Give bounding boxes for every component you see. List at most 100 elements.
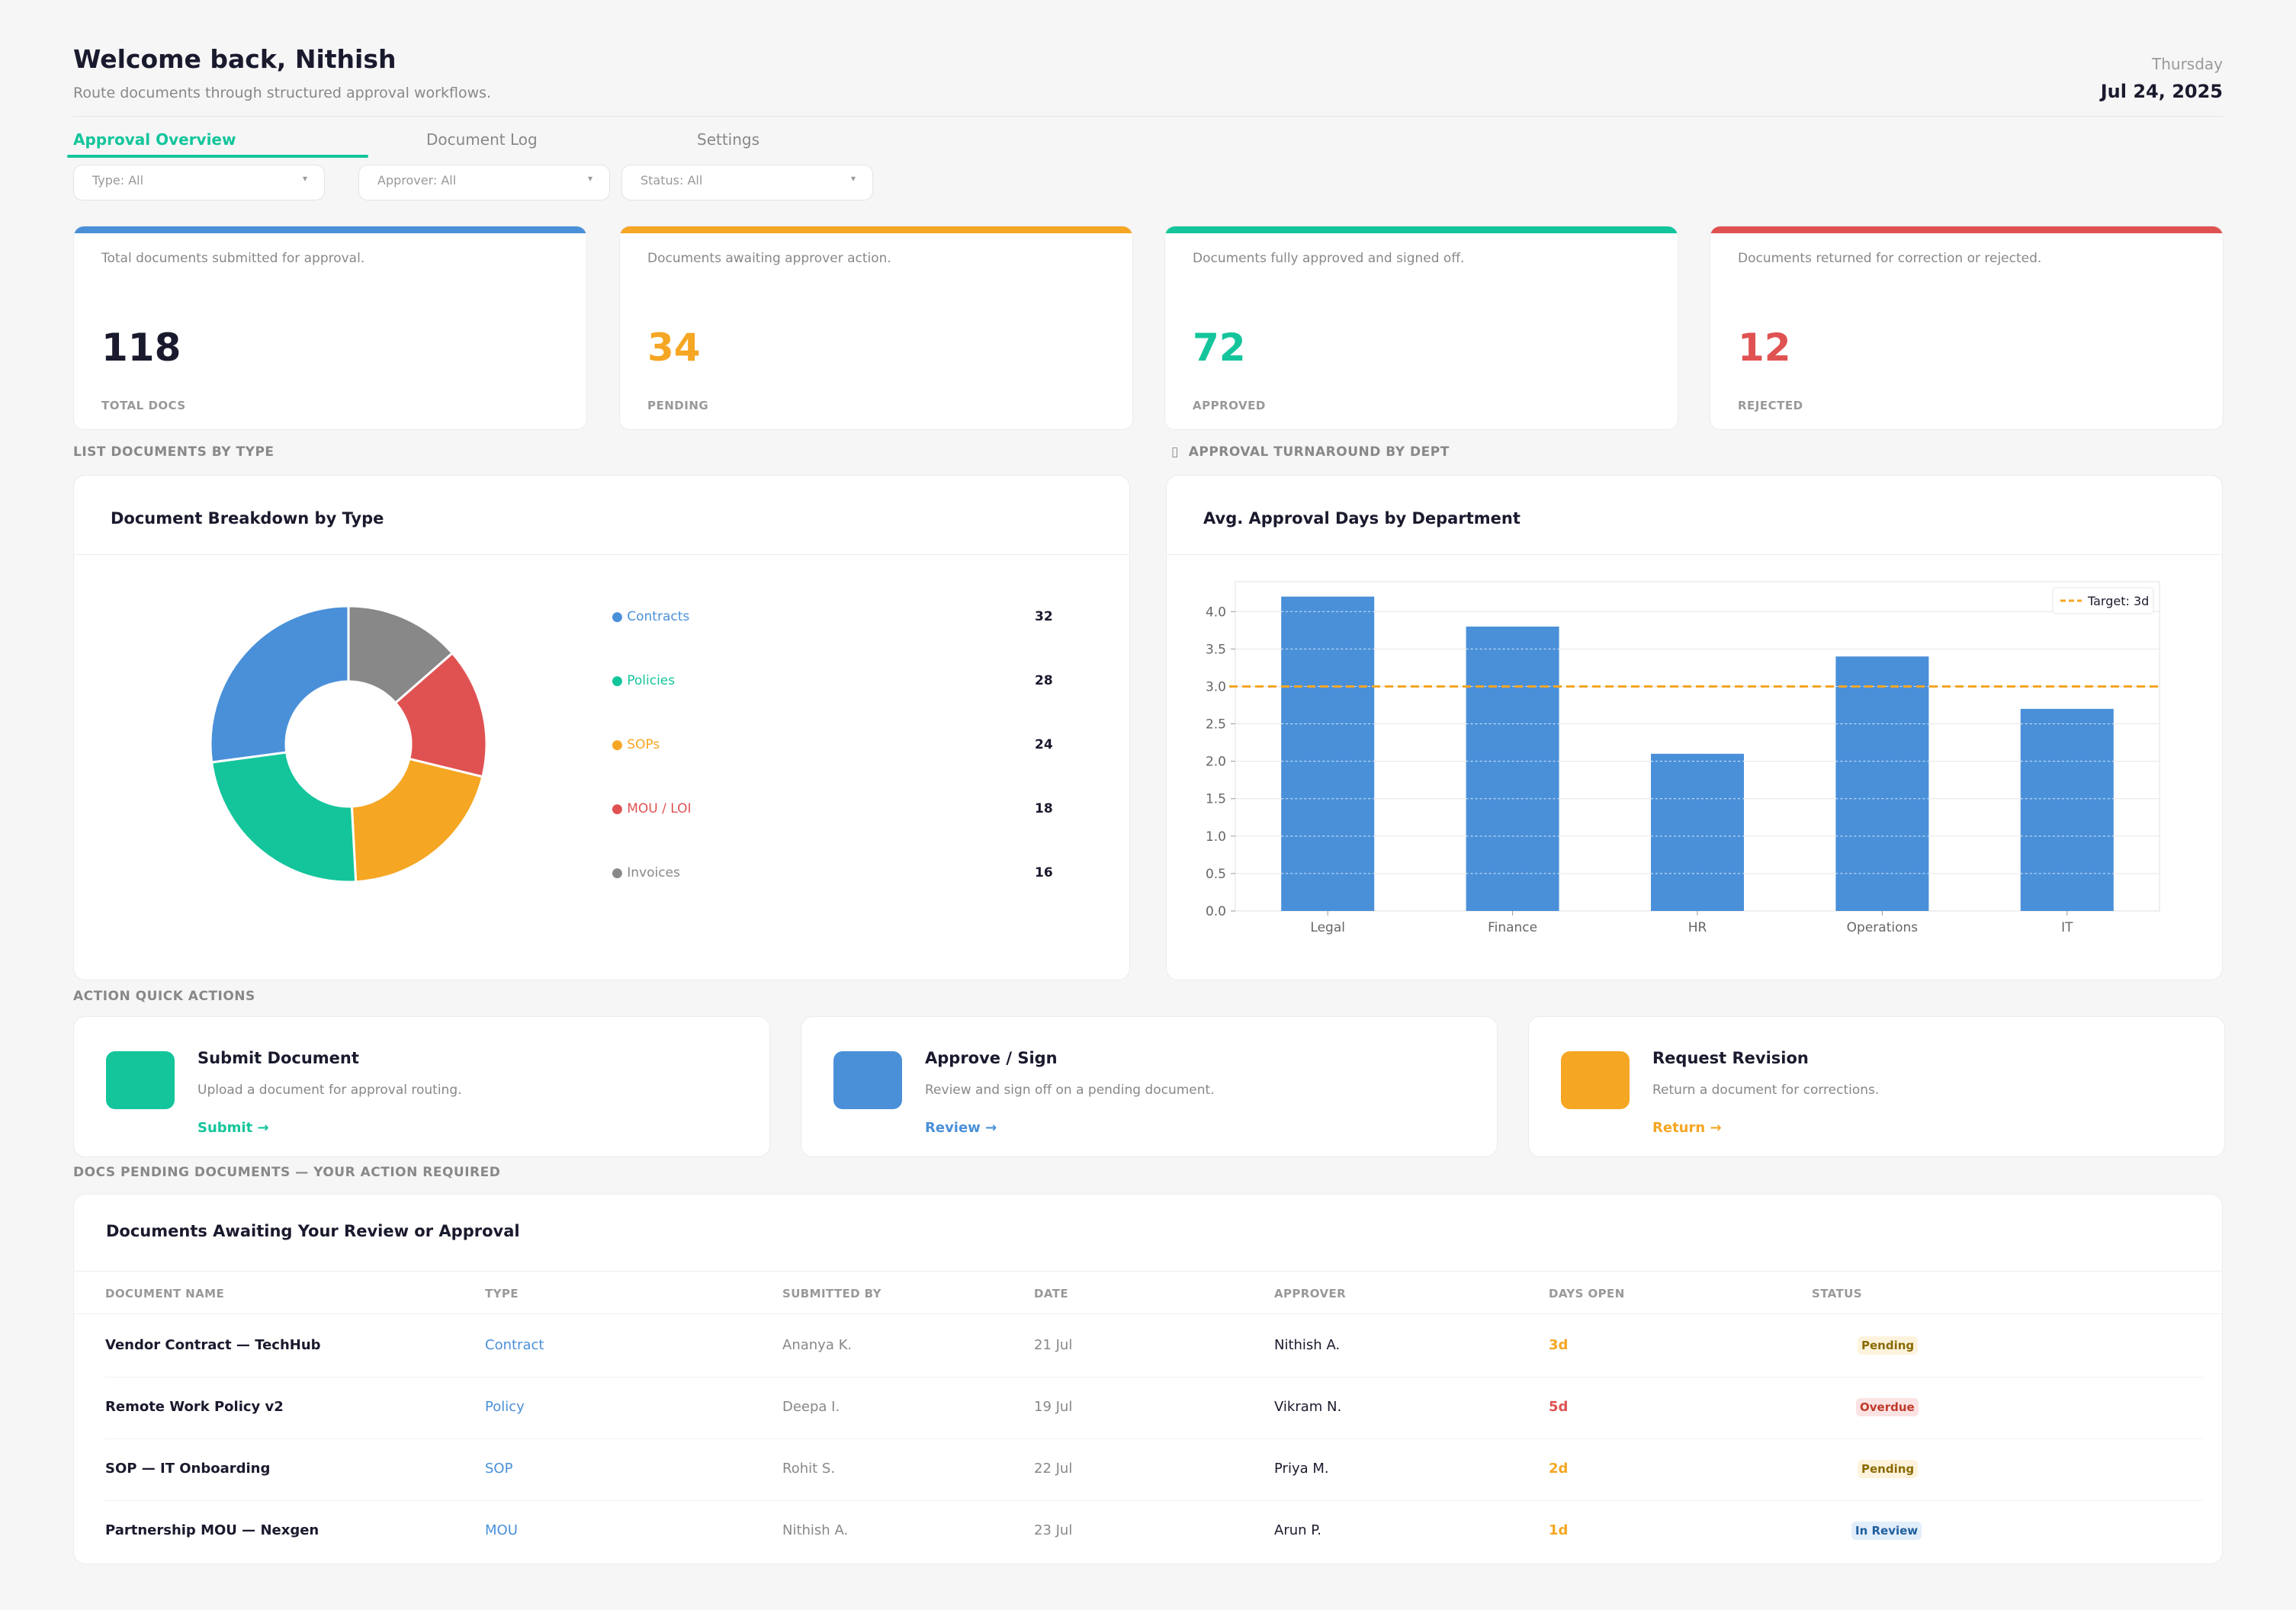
donut-slice-contracts [209, 605, 350, 764]
section-label-turnaround: ▯ APPROVAL TURNAROUND BY DEPT [1171, 444, 1450, 460]
pending-table-panel: Documents Awaiting Your Review or Approv… [73, 1194, 2223, 1564]
column-header-document-name: DOCUMENT NAME [105, 1287, 225, 1301]
quick-action-revision[interactable]: Request Revision Return a document for c… [1528, 1016, 2225, 1157]
approver-filter-select[interactable]: Approver: All ▾ [358, 165, 610, 200]
tab-approval-overview[interactable]: Approval Overview [73, 130, 236, 149]
page-subtitle: Route documents through structured appro… [73, 85, 492, 101]
chevron-down-icon: ▾ [587, 173, 592, 184]
kpi-description: Total documents submitted for approval. [101, 251, 365, 266]
quick-action-title: Approve / Sign [925, 1049, 1058, 1067]
tab-settings[interactable]: Settings [697, 130, 760, 149]
bar-it [2020, 708, 2114, 911]
submitted-by-cell: Deepa I. [782, 1399, 840, 1415]
table-header-divider [74, 1313, 2222, 1314]
kpi-accent-bar [1710, 226, 2223, 233]
type-cell: Contract [485, 1337, 544, 1353]
y-tick-label: 1.5 [1206, 792, 1226, 807]
donut-slice-sops [350, 757, 484, 884]
return-link[interactable]: Return → [1652, 1120, 1722, 1136]
column-header-type: TYPE [485, 1287, 519, 1301]
quick-action-title: Submit Document [197, 1049, 359, 1067]
submit-link[interactable]: Submit → [197, 1120, 269, 1136]
date-cell: 22 Jul [1034, 1461, 1073, 1477]
approver-filter-value: Approver: All [377, 173, 457, 188]
x-tick-label: Operations [1847, 920, 1919, 935]
quick-action-approve[interactable]: Approve / Sign Review and sign off on a … [801, 1016, 1498, 1157]
tab-document-log[interactable]: Document Log [426, 130, 538, 149]
quick-action-submit[interactable]: Submit Document Upload a document for ap… [73, 1016, 770, 1157]
row-divider [105, 1438, 2202, 1439]
review-link[interactable]: Review → [925, 1120, 997, 1136]
turnaround-panel: Avg. Approval Days by Department 0.0 0.5 1… [1166, 475, 2223, 980]
kpi-accent-bar [620, 226, 1132, 233]
y-tick-label: 4.0 [1206, 605, 1226, 620]
page-title: Welcome back, Nithish [73, 44, 397, 74]
status-badge: Overdue [1856, 1398, 1919, 1416]
approver-cell: Priya M. [1274, 1461, 1329, 1477]
y-tick-label: 0.5 [1206, 867, 1226, 882]
document-name-cell[interactable]: Partnership MOU — Nexgen [105, 1522, 320, 1538]
x-tick-label: IT [2061, 920, 2073, 935]
upload-icon [106, 1051, 175, 1109]
y-tick-label: 3.0 [1206, 679, 1226, 694]
days-open-cell: 5d [1549, 1399, 1569, 1415]
legend-item-mou-loi: ● MOU / LOI [612, 801, 692, 816]
document-name-cell[interactable]: Remote Work Policy v2 [105, 1399, 284, 1415]
y-tick-label: 3.5 [1206, 642, 1226, 657]
column-header-approver: APPROVER [1274, 1287, 1347, 1301]
type-cell: MOU [485, 1522, 518, 1538]
kpi-value: 34 [647, 326, 701, 370]
bar-operations [1835, 656, 1929, 911]
quick-action-title: Request Revision [1652, 1049, 1809, 1067]
section-label-turnaround-text: APPROVAL TURNAROUND BY DEPT [1188, 444, 1450, 460]
table-title-divider [74, 1271, 2222, 1272]
revision-icon [1561, 1051, 1630, 1109]
submitted-by-cell: Ananya K. [782, 1337, 853, 1353]
type-cell: Policy [485, 1399, 525, 1415]
section-label-quick-actions: ACTION QUICK ACTIONS [73, 989, 255, 1004]
kpi-accent-bar [1165, 226, 1678, 233]
legend-value: 24 [1035, 737, 1053, 752]
chart-legend [2052, 587, 2154, 614]
document-name-cell[interactable]: SOP — IT Onboarding [105, 1461, 271, 1477]
kpi-label: TOTAL DOCS [101, 399, 186, 412]
legend-value: 18 [1035, 801, 1053, 816]
days-open-cell: 3d [1549, 1337, 1569, 1353]
kpi-description: Documents returned for correction or rej… [1738, 251, 2042, 266]
legend-value: 28 [1035, 673, 1053, 688]
date-cell: 21 Jul [1034, 1337, 1073, 1353]
status-filter-select[interactable]: Status: All ▾ [621, 165, 873, 200]
column-header-status: STATUS [1812, 1287, 1862, 1301]
kpi-card-total: Total documents submitted for approval. … [73, 226, 587, 430]
bar-hr [1651, 753, 1744, 911]
type-cell: SOP [485, 1461, 513, 1477]
days-open-cell: 2d [1549, 1461, 1569, 1477]
legend-label: Target: 3d [2087, 594, 2149, 608]
kpi-value: 12 [1738, 326, 1791, 370]
bar-chart: 0.0 0.5 1.0 1.5 2.0 2.5 3.0 3.5 4.0 Legal Finance H… [1206, 581, 2160, 935]
kpi-value: 118 [101, 326, 181, 370]
status-filter-value: Status: All [641, 173, 703, 188]
status-badge: Pending [1858, 1460, 1919, 1478]
date-cell: 19 Jul [1034, 1399, 1073, 1415]
approver-cell: Arun P. [1274, 1522, 1322, 1538]
type-filter-value: Type: All [92, 173, 144, 188]
column-header-submitted-by: SUBMITTED BY [782, 1287, 881, 1301]
chart-icon: ▯ [1171, 444, 1179, 460]
quick-action-desc: Review and sign off on a pending documen… [925, 1082, 1215, 1098]
type-filter-select[interactable]: Type: All ▾ [73, 165, 325, 200]
kpi-card-rejected: Documents returned for correction or rej… [1710, 226, 2224, 430]
document-name-cell[interactable]: Vendor Contract — TechHub [105, 1337, 321, 1353]
kpi-card-pending: Documents awaiting approver action. 34 P… [619, 226, 1133, 430]
kpi-label: REJECTED [1738, 399, 1803, 412]
header-divider [73, 116, 2223, 117]
kpi-accent-bar [74, 226, 586, 233]
kpi-card-approved: Documents fully approved and signed off.… [1164, 226, 1678, 430]
approver-cell: Nithish A. [1274, 1337, 1341, 1353]
row-divider [105, 1500, 2202, 1501]
submitted-by-cell: Rohit S. [782, 1461, 836, 1477]
kpi-description: Documents awaiting approver action. [647, 251, 891, 266]
legend-item-policies: ● Policies [612, 673, 675, 688]
bar-finance [1466, 626, 1559, 911]
x-tick-label: Legal [1310, 920, 1345, 935]
